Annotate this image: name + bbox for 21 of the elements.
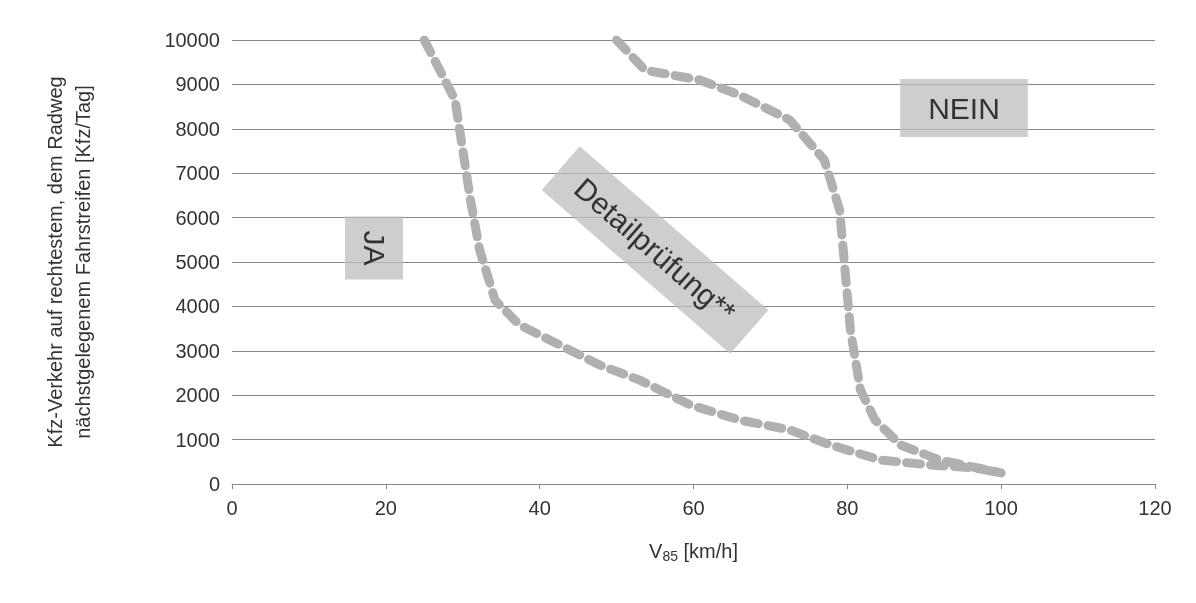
annotation: NEIN xyxy=(928,91,1000,125)
y-tick-label: 2000 xyxy=(175,384,220,407)
x-tick-label: 20 xyxy=(374,497,397,519)
x-tick-label: 80 xyxy=(836,497,859,519)
y-tick-label: 5000 xyxy=(175,251,220,273)
y-tick-label: 3000 xyxy=(175,339,220,362)
y-tick-label: 4000 xyxy=(175,295,220,318)
x-tick-label: 60 xyxy=(682,497,705,519)
annotation: JA xyxy=(357,230,391,266)
x-tick-label: 0 xyxy=(226,497,238,519)
x-tick-label: 120 xyxy=(1138,497,1172,519)
y-tick-label: 0 xyxy=(208,473,220,495)
x-tick-label: 100 xyxy=(984,497,1018,519)
y-tick-label: 8000 xyxy=(175,117,220,140)
y-axis-title: Kfz-Verkehr auf rechtestem, dem Radweg nächstgelegenem Fahrstreifen [Kfz/Tag] xyxy=(44,76,94,448)
y-tick-label: 10000 xyxy=(164,29,220,51)
y-tick-label: 1000 xyxy=(175,428,220,451)
y-tick-label: 6000 xyxy=(175,206,220,229)
x-tick-label: 40 xyxy=(528,497,551,519)
y-tick-label: 9000 xyxy=(175,73,220,96)
y-tick-label: 7000 xyxy=(175,162,220,185)
